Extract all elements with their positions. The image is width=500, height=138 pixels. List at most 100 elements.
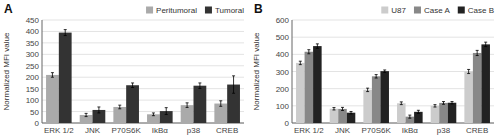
error-cap <box>131 82 134 83</box>
grid-line <box>42 88 244 89</box>
legend-swatch <box>205 7 212 14</box>
error-cap <box>51 72 54 73</box>
x-tick-label: JNK <box>335 126 351 135</box>
error-bar <box>467 69 470 73</box>
y-tick-label: 600 <box>276 16 290 25</box>
error-line <box>485 42 486 46</box>
error-cap <box>467 73 470 74</box>
error-bar <box>350 111 353 113</box>
y-tick-label: 400 <box>26 27 40 36</box>
error-cap <box>442 101 445 102</box>
error-cap <box>476 55 479 56</box>
bar <box>363 90 372 123</box>
error-cap <box>307 49 310 50</box>
panel-label: B <box>254 2 263 16</box>
bar <box>214 104 227 123</box>
bars <box>296 42 490 123</box>
error-line <box>409 115 410 118</box>
error-bar <box>341 107 344 110</box>
error-cap <box>417 110 420 111</box>
error-cap <box>299 64 302 65</box>
error-cap <box>484 46 487 47</box>
error-line <box>166 108 167 115</box>
error-line <box>308 50 309 54</box>
grid-line <box>292 105 494 106</box>
error-cap <box>366 88 369 89</box>
grid-line <box>42 20 244 21</box>
error-line <box>132 83 133 88</box>
error-bar <box>442 102 445 105</box>
error-line <box>220 101 221 106</box>
grid-line <box>42 65 244 66</box>
error-line <box>367 88 368 91</box>
legend-label: Peritumoral <box>156 6 197 15</box>
error-line <box>468 69 469 73</box>
error-cap <box>64 29 67 30</box>
error-line <box>199 83 200 88</box>
y-axis <box>292 20 293 123</box>
bar <box>313 46 322 123</box>
error-bar <box>476 50 479 55</box>
error-cap <box>451 101 454 102</box>
y-tick-label: 300 <box>26 50 40 59</box>
y-axis-label: Normalized MFI value <box>2 32 11 110</box>
bar <box>380 71 389 123</box>
error-bar <box>366 88 369 91</box>
grid-line <box>292 123 494 124</box>
x-tick-label: P70S6K <box>361 126 391 135</box>
bar <box>397 103 406 123</box>
panel: 0100200300400500600Normalized MFI valueB… <box>252 2 494 135</box>
error-bar <box>332 108 335 110</box>
error-bar <box>51 73 54 78</box>
grid-line <box>42 42 244 43</box>
error-cap <box>341 107 344 108</box>
error-line <box>434 105 435 107</box>
bar <box>194 86 207 123</box>
error-cap <box>198 88 201 89</box>
error-cap <box>341 110 344 111</box>
error-cap <box>433 107 436 108</box>
bar <box>431 106 440 123</box>
legend-swatch <box>381 7 388 14</box>
x-tick-label: ERK 1/2 <box>294 126 324 135</box>
bar <box>338 109 347 123</box>
bar <box>347 113 356 123</box>
error-cap <box>85 113 88 114</box>
error-cap <box>186 102 189 103</box>
error-line <box>418 110 419 113</box>
error-cap <box>316 43 319 44</box>
legend-label: Tumoral <box>215 6 244 15</box>
error-cap <box>165 107 168 108</box>
error-bar <box>64 30 67 36</box>
error-cap <box>332 107 335 108</box>
panel: 050100150200250300350400450Normalized MF… <box>2 2 244 135</box>
error-cap <box>165 114 168 115</box>
legend-swatch <box>146 7 153 14</box>
grid-line <box>292 37 494 38</box>
bar <box>439 103 448 123</box>
error-line <box>376 75 377 78</box>
error-line <box>65 30 66 36</box>
error-bar <box>152 113 155 116</box>
y-tick-label: 500 <box>276 33 290 42</box>
error-bar <box>451 102 454 104</box>
error-cap <box>332 109 335 110</box>
grid-line <box>292 54 494 55</box>
bar <box>481 44 490 123</box>
x-axis <box>292 123 494 124</box>
bars <box>46 30 240 123</box>
error-cap <box>118 105 121 106</box>
error-cap <box>85 116 88 117</box>
error-cap <box>433 104 436 105</box>
grid-line <box>292 88 494 89</box>
error-cap <box>118 108 121 109</box>
error-cap <box>467 69 470 70</box>
error-bar <box>186 103 189 108</box>
error-line <box>342 107 343 110</box>
error-bar <box>131 83 134 88</box>
error-cap <box>232 93 235 94</box>
error-bar <box>219 101 222 106</box>
error-cap <box>198 82 201 83</box>
error-cap <box>299 61 302 62</box>
bar <box>305 52 314 123</box>
